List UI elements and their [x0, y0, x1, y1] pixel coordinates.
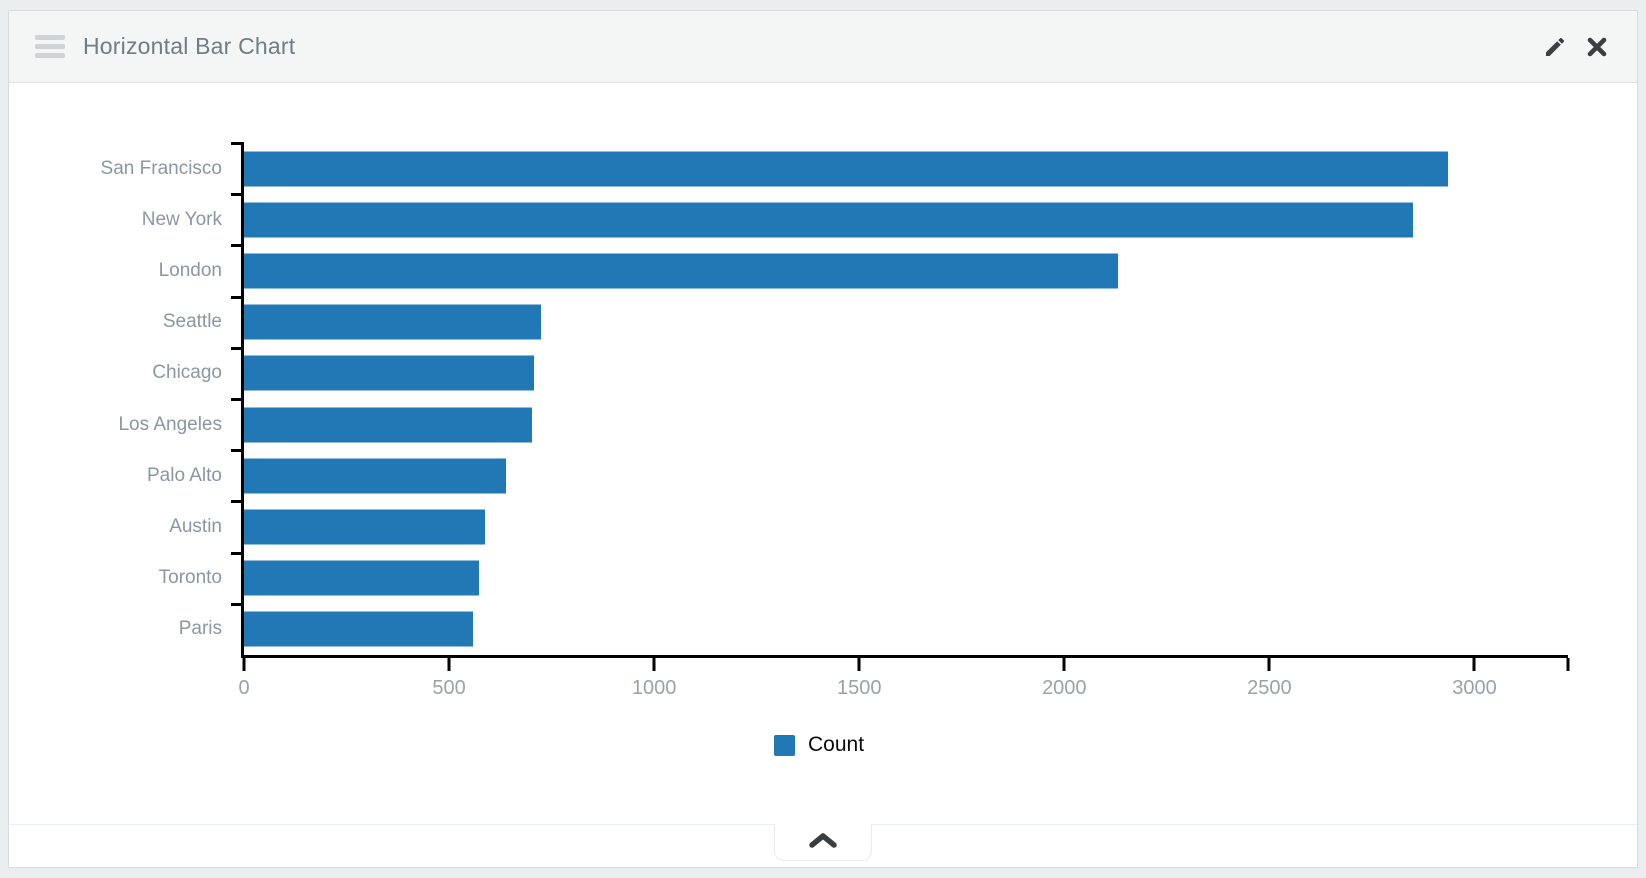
close-button[interactable]	[1581, 31, 1613, 63]
bar[interactable]	[244, 253, 1119, 289]
bar-row: Austin	[169, 501, 1568, 552]
bar-row: Paris	[179, 604, 1568, 655]
x-axis-tick	[857, 658, 861, 671]
bar-row: San Francisco	[101, 143, 1568, 194]
plot-area: San Francisco New York London Seattle Chicag…	[101, 142, 1570, 699]
x-axis-tick	[447, 658, 451, 671]
y-axis-tick	[231, 551, 244, 555]
bar-row: New York	[142, 194, 1568, 245]
edit-button[interactable]	[1539, 31, 1571, 63]
category-label: London	[158, 259, 222, 281]
x-axis-tick-label: 500	[432, 677, 466, 699]
chevron-up-icon	[808, 832, 838, 854]
bar[interactable]	[244, 509, 485, 545]
x-axis-tick-label: 3000	[1452, 677, 1497, 699]
bar[interactable]	[244, 458, 506, 494]
bar[interactable]	[244, 304, 542, 340]
x-axis-tick-label: 1000	[631, 677, 677, 699]
x-axis-tick-label: 0	[238, 677, 250, 699]
bar[interactable]	[244, 151, 1448, 187]
x-axis-tick-label: 1500	[836, 677, 882, 699]
x-axis-tick	[652, 658, 656, 671]
widget-footer	[9, 824, 1637, 867]
collapse-button[interactable]	[774, 824, 872, 861]
x-axis-tick	[1267, 658, 1271, 671]
y-axis-tick	[231, 142, 244, 145]
legend-swatch	[774, 734, 795, 756]
y-axis-tick	[231, 449, 244, 453]
y-axis-tick	[231, 500, 244, 504]
widget-title: Horizontal Bar Chart	[83, 33, 296, 59]
category-label: San Francisco	[100, 157, 222, 179]
legend-item-count[interactable]: Count	[774, 733, 864, 757]
category-label: Paris	[178, 618, 222, 640]
bar[interactable]	[244, 560, 480, 596]
legend-label: Count	[808, 733, 865, 756]
category-label: Toronto	[158, 567, 222, 589]
widget-header: Horizontal Bar Chart	[9, 11, 1637, 83]
bar-row: Toronto	[159, 553, 1568, 604]
category-label: Seattle	[162, 311, 222, 333]
y-axis-tick	[231, 398, 244, 401]
y-axis-tick	[231, 346, 244, 350]
bar-row: Seattle	[163, 297, 1568, 348]
category-label: Austin	[169, 515, 222, 537]
drag-handle-icon[interactable]	[35, 35, 65, 58]
x-axis-end-tick	[1566, 658, 1570, 671]
bar-row: London	[159, 245, 1568, 296]
bar[interactable]	[244, 407, 532, 443]
bar[interactable]	[244, 611, 474, 647]
close-icon	[1585, 35, 1609, 59]
y-axis-tick	[231, 193, 244, 197]
category-label: Palo Alto	[147, 464, 222, 486]
category-label: Chicago	[152, 362, 222, 384]
y-axis-tick	[231, 244, 244, 248]
x-axis-tick	[1062, 658, 1066, 671]
category-label: New York	[141, 208, 222, 230]
x-axis-tick-label: 2000	[1042, 677, 1087, 699]
x-axis-tick-label: 2500	[1247, 677, 1292, 699]
chart-area: San Francisco New York London Seattle Chicag…	[9, 83, 1637, 824]
y-axis-tick	[231, 295, 244, 299]
bar-row: Palo Alto	[147, 450, 1568, 501]
bar[interactable]	[244, 202, 1414, 238]
pencil-icon	[1543, 35, 1567, 59]
y-axis-tick	[231, 602, 244, 606]
bar[interactable]	[244, 355, 534, 391]
chart-widget: Horizontal Bar Chart San Francisco New Yo…	[8, 10, 1638, 868]
category-label: Los Angeles	[118, 413, 222, 435]
x-axis-tick	[242, 658, 246, 671]
x-axis-tick	[1472, 658, 1476, 671]
bar-row: Los Angeles	[118, 399, 1568, 450]
bar-row: Chicago	[152, 348, 1568, 399]
